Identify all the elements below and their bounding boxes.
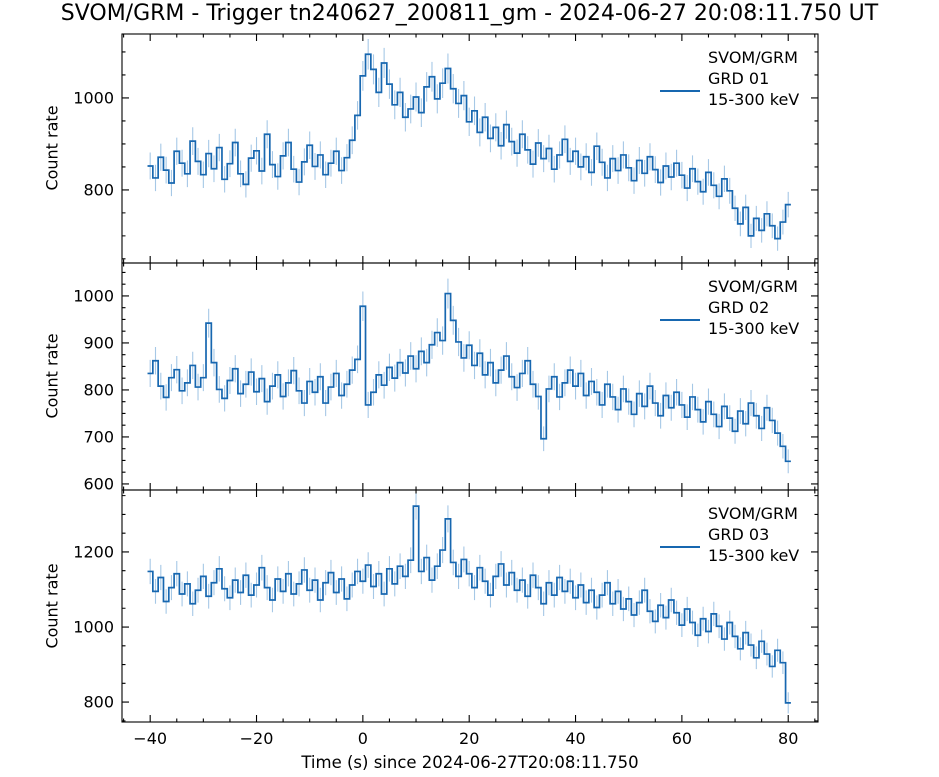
y-tick-label: 1000	[73, 286, 114, 305]
y-tick-label: 800	[83, 180, 114, 199]
y-tick-label: 800	[83, 693, 114, 712]
axes-frame	[121, 489, 819, 723]
legend-line: GRD 02	[708, 298, 770, 317]
legend-line: 15-300 keV	[708, 319, 800, 338]
y-tick-label: 1000	[73, 88, 114, 107]
tick-marks	[122, 34, 818, 263]
errorbars-grd01	[149, 39, 789, 251]
legend-panel2: SVOM/GRM GRD 02 15-300 keV	[708, 276, 799, 339]
x-axis-label: Time (s) since 2024-06-27T20:08:11.750	[301, 753, 639, 772]
x-tick-label: 20	[459, 729, 479, 748]
lightcurve-grd01	[147, 53, 791, 240]
x-tick-label: 60	[672, 729, 692, 748]
tick-marks	[122, 263, 818, 490]
y-tick-label: 700	[83, 427, 114, 446]
x-tick-label: −20	[240, 729, 274, 748]
legend-panel1: SVOM/GRM GRD 01 15-300 keV	[708, 47, 799, 110]
x-tick-label: −40	[133, 729, 167, 748]
y-tick-label: 800	[83, 380, 114, 399]
legend-line: SVOM/GRM	[708, 48, 798, 67]
figure-title: SVOM/GRM - Trigger tn240627_200811_gm - …	[60, 1, 879, 26]
y-tick-label: 600	[83, 474, 114, 493]
legend-line-sample-icon	[660, 90, 700, 92]
legend-line-sample-icon	[660, 546, 700, 548]
legend-line: GRD 03	[708, 525, 770, 544]
legend-line-sample-icon	[660, 319, 700, 321]
y-axis-label-panel2: Count rate	[42, 333, 62, 419]
lightcurve-grd02	[147, 292, 791, 463]
x-tick-label: 40	[565, 729, 585, 748]
y-tick-label: 900	[83, 333, 114, 352]
legend-line: SVOM/GRM	[708, 277, 798, 296]
lightcurve-grd03	[147, 505, 791, 704]
x-tick-label: 80	[778, 729, 798, 748]
tick-marks	[122, 490, 818, 722]
x-tick-label: 0	[358, 729, 368, 748]
legend-line: GRD 01	[708, 69, 770, 88]
legend-line: 15-300 keV	[708, 546, 800, 565]
legend-panel3: SVOM/GRM GRD 03 15-300 keV	[708, 503, 799, 566]
y-tick-label: 1200	[73, 542, 114, 561]
legend-line: SVOM/GRM	[708, 504, 798, 523]
legend-line: 15-300 keV	[708, 90, 800, 109]
y-axis-label-panel3: Count rate	[42, 563, 62, 649]
y-tick-label: 1000	[73, 618, 114, 637]
y-axis-label-panel1: Count rate	[42, 105, 62, 191]
errorbars-grd03	[149, 492, 789, 714]
errorbars-grd02	[149, 278, 789, 474]
